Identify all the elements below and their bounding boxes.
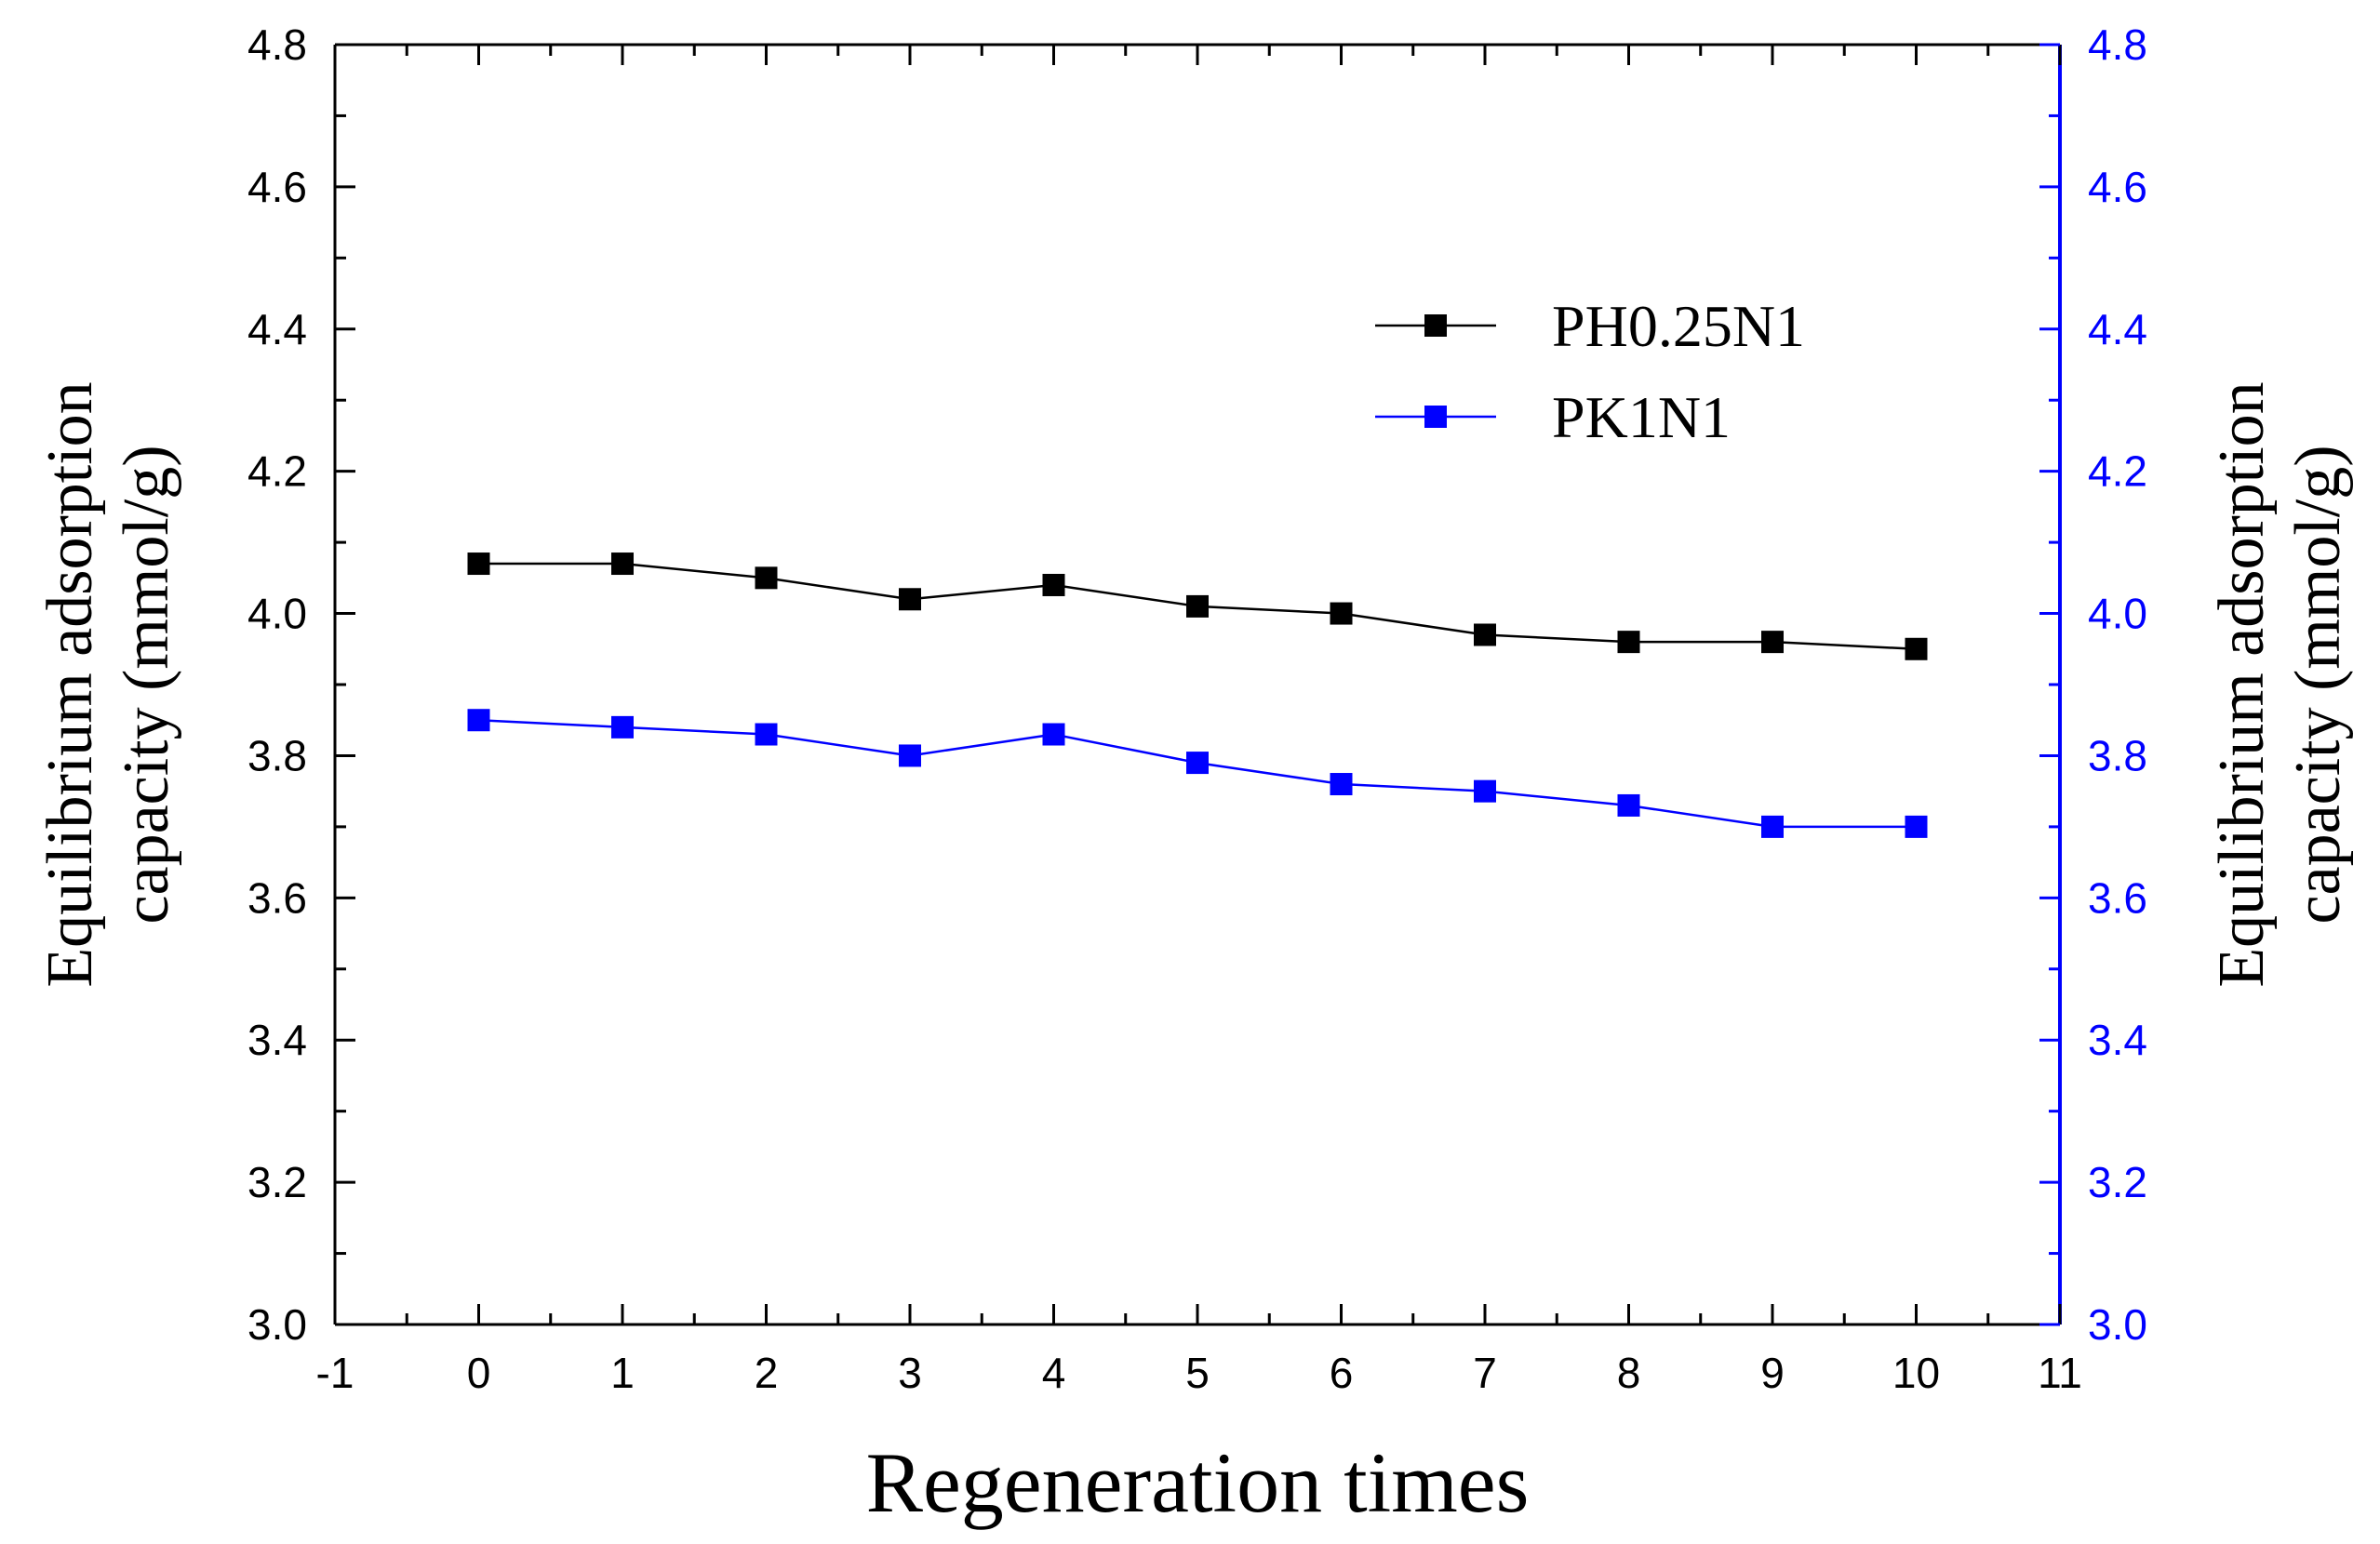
axis-title-line: Equilibrium adsorption — [34, 381, 106, 987]
y-left-tick-label: 3.2 — [247, 1158, 307, 1206]
series-layer — [467, 552, 1928, 838]
legend-label: PH0.25N1 — [1552, 293, 1805, 359]
data-point-PH0.25N1 — [899, 588, 921, 611]
data-point-PK1N1 — [1474, 779, 1496, 803]
y-left-tick-label: 4.8 — [247, 20, 307, 69]
y-right-tick-label: 4.8 — [2088, 20, 2147, 69]
y-left-tick-label: 3.8 — [247, 731, 307, 779]
legend-label: PK1N1 — [1552, 384, 1731, 450]
x-tick-label: 4 — [1042, 1349, 1066, 1397]
y-left-tick-label: 3.4 — [247, 1016, 307, 1064]
y-left-tick-label: 4.0 — [247, 590, 307, 638]
y-right-tick-label: 4.0 — [2088, 590, 2147, 638]
y-ticks-right: 3.0 3.2 3.4 3.6 3.8 4.0 4.2 4.4 4.6 4.8 — [2039, 20, 2147, 1349]
data-point-PH0.25N1 — [1474, 623, 1496, 646]
data-point-PH0.25N1 — [1617, 631, 1640, 654]
left-axis-title: Equilibrium adsorptioncapacity (mmol/g) — [34, 381, 182, 987]
data-point-PK1N1 — [1617, 793, 1640, 817]
data-point-PK1N1 — [755, 723, 778, 746]
axis-title-line: capacity (mmol/g) — [111, 445, 182, 924]
legend-marker — [1424, 406, 1447, 428]
legend-marker — [1424, 314, 1447, 337]
data-point-PK1N1 — [1330, 773, 1353, 796]
axis-title-line: Equilibrium adsorption — [2206, 381, 2278, 987]
y-right-tick-label: 3.6 — [2088, 873, 2147, 922]
x-tick-label: 6 — [1330, 1349, 1354, 1397]
data-point-PH0.25N1 — [1761, 631, 1784, 654]
y-right-tick-label: 3.4 — [2088, 1016, 2147, 1064]
y-ticks-left: 3.0 3.2 3.4 3.6 3.8 4.0 4.2 4.4 4.6 4.8 — [247, 20, 355, 1349]
x-ticks: -1 0 1 2 3 4 5 6 7 8 9 10 11 — [316, 45, 2082, 1397]
y-left-tick-label: 4.6 — [247, 163, 307, 211]
data-point-PH0.25N1 — [755, 566, 778, 590]
y-left-tick-label: 3.6 — [247, 873, 307, 922]
x-axis-title: Regeneration times — [866, 1435, 1530, 1530]
y-right-tick-label: 3.2 — [2088, 1158, 2147, 1206]
data-point-PH0.25N1 — [1186, 594, 1209, 618]
data-point-PK1N1 — [467, 709, 490, 732]
data-point-PK1N1 — [899, 744, 921, 767]
y-left-tick-label: 3.0 — [247, 1300, 307, 1349]
y-right-tick-label: 4.2 — [2088, 447, 2147, 496]
data-point-PK1N1 — [1761, 815, 1784, 838]
y-right-tick-label: 3.8 — [2088, 731, 2147, 779]
x-tick-label: 11 — [2038, 1349, 2082, 1397]
data-point-PK1N1 — [1905, 815, 1928, 838]
x-tick-label: 5 — [1185, 1349, 1210, 1397]
x-tick-label: 10 — [1892, 1349, 1940, 1397]
axis-title-line: capacity (mmol/g) — [2282, 445, 2354, 924]
data-point-PH0.25N1 — [467, 552, 490, 576]
x-tick-label: 8 — [1617, 1349, 1641, 1397]
x-tick-label: 3 — [898, 1349, 922, 1397]
right-axis-title: Equilibrium adsorptioncapacity (mmol/g) — [2206, 381, 2354, 987]
y-left-tick-label: 4.2 — [247, 447, 307, 496]
data-point-PK1N1 — [1042, 723, 1065, 746]
data-point-PH0.25N1 — [1330, 602, 1353, 625]
data-point-PK1N1 — [611, 715, 634, 739]
x-tick-label: 0 — [467, 1349, 491, 1397]
x-tick-label: 9 — [1760, 1349, 1785, 1397]
x-tick-label: 1 — [610, 1349, 635, 1397]
x-tick-label: 2 — [755, 1349, 779, 1397]
data-point-PH0.25N1 — [1905, 637, 1928, 660]
data-point-PH0.25N1 — [611, 552, 634, 576]
data-point-PK1N1 — [1186, 752, 1209, 775]
y-right-tick-label: 3.0 — [2088, 1300, 2147, 1349]
left-axis-title-text: Equilibrium adsorptioncapacity (mmol/g) — [34, 381, 182, 987]
data-point-PH0.25N1 — [1042, 573, 1065, 596]
plot-area — [335, 45, 2060, 1324]
y-left-tick-label: 4.4 — [247, 305, 307, 353]
y-right-tick-label: 4.4 — [2088, 305, 2147, 353]
legend: PH0.25N1 PK1N1 — [1375, 293, 1805, 450]
y-right-tick-label: 4.6 — [2088, 163, 2147, 211]
x-tick-label: -1 — [316, 1349, 354, 1397]
x-tick-label: 7 — [1473, 1349, 1497, 1397]
right-axis-title-text: Equilibrium adsorptioncapacity (mmol/g) — [2206, 381, 2354, 987]
